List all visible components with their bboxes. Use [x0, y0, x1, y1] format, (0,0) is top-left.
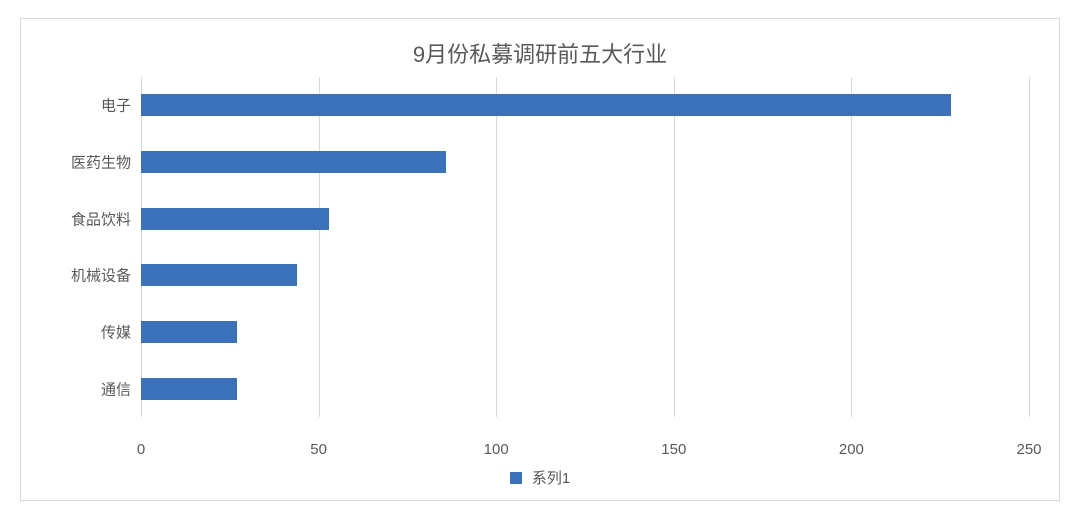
y-tick-label: 食品饮料	[71, 208, 131, 229]
plot-wrap: 电子医药生物食品饮料机械设备传媒通信	[21, 77, 1059, 437]
x-axis-labels: 0 50 100 150 200 250	[21, 437, 1059, 463]
legend: 系列1	[21, 463, 1059, 500]
bar	[141, 208, 329, 230]
chart-container: 9月份私募调研前五大行业 电子医药生物食品饮料机械设备传媒通信 0 50 100 15…	[0, 0, 1080, 521]
bar	[141, 321, 237, 343]
x-tick-label: 150	[661, 441, 686, 458]
bars-layer	[141, 77, 1029, 417]
bar	[141, 94, 951, 116]
legend-label: 系列1	[532, 470, 570, 487]
x-tick-label: 0	[137, 441, 145, 458]
legend-swatch	[510, 472, 522, 484]
x-axis-spacer	[51, 437, 141, 463]
chart-title: 9月份私募调研前五大行业	[21, 19, 1059, 77]
chart-box: 9月份私募调研前五大行业 电子医药生物食品饮料机械设备传媒通信 0 50 100 15…	[20, 18, 1060, 501]
x-axis-track: 050100150200250	[141, 437, 1029, 463]
y-tick-label: 医药生物	[71, 152, 131, 173]
bar	[141, 151, 446, 173]
plot: 电子医药生物食品饮料机械设备传媒通信	[51, 77, 1029, 437]
y-tick-label: 电子	[101, 95, 131, 116]
x-tick-label: 50	[310, 441, 327, 458]
x-tick-label: 100	[484, 441, 509, 458]
y-axis-labels: 电子医药生物食品饮料机械设备传媒通信	[51, 77, 141, 417]
bar	[141, 378, 237, 400]
y-tick-label: 通信	[101, 378, 131, 399]
gridline	[1029, 77, 1030, 417]
y-tick-label: 机械设备	[71, 265, 131, 286]
x-tick-label: 250	[1016, 441, 1041, 458]
x-tick-label: 200	[839, 441, 864, 458]
y-tick-label: 传媒	[101, 322, 131, 343]
bar	[141, 264, 297, 286]
plot-area	[141, 77, 1029, 437]
